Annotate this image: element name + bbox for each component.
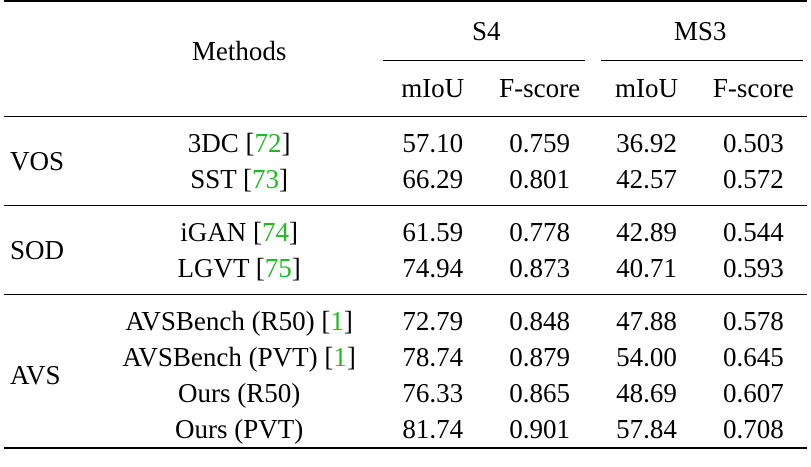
ms3-miou-header: mIoU bbox=[614, 72, 678, 103]
value-ms3-f: 0.544 bbox=[723, 216, 784, 247]
group-padding bbox=[4, 286, 807, 295]
method-cell: AVSBench (PVT) [1] bbox=[122, 341, 356, 372]
table-row: AVSBench (PVT) [1] 78.74 0.879 54.00 0.645 bbox=[4, 339, 807, 375]
method-cell: SST [73] bbox=[190, 163, 289, 194]
value-s4-f: 0.801 bbox=[509, 163, 570, 194]
value-s4-miou: 57.10 bbox=[402, 127, 464, 158]
group-separator bbox=[4, 205, 807, 215]
value-s4-f: 0.759 bbox=[509, 127, 570, 158]
value-s4-f: 0.873 bbox=[509, 252, 570, 283]
citation-link[interactable]: 72 bbox=[254, 127, 282, 158]
method-name: Ours (PVT) bbox=[175, 413, 304, 444]
value-ms3-miou: 40.71 bbox=[616, 252, 677, 283]
s4-fscore-header: F-score bbox=[499, 72, 581, 103]
table-row: VOS 3DC [72] 57.10 0.759 36.92 0.503 bbox=[4, 125, 807, 174]
value-s4-f: 0.901 bbox=[509, 413, 570, 444]
value-ms3-f: 0.645 bbox=[723, 341, 784, 372]
method-cell: iGAN [74] bbox=[180, 216, 299, 247]
method-name: iGAN bbox=[180, 216, 247, 247]
group-separator bbox=[4, 294, 807, 304]
value-ms3-miou: 48.69 bbox=[616, 377, 677, 408]
method-cell: Ours (R50) bbox=[99, 375, 380, 411]
group-label: VOS bbox=[10, 145, 65, 176]
method-cell: Ours (PVT) bbox=[99, 411, 380, 448]
value-ms3-miou: 36.92 bbox=[616, 127, 677, 158]
citation-link[interactable]: 1 bbox=[333, 341, 347, 372]
table-body: VOS 3DC [72] 57.10 0.759 36.92 0.503 SST [73] 6… bbox=[4, 116, 807, 448]
method-name: SST bbox=[190, 163, 237, 194]
value-s4-miou: 78.74 bbox=[402, 341, 464, 372]
citation-link[interactable]: 1 bbox=[330, 305, 344, 336]
value-ms3-miou: 42.89 bbox=[616, 216, 677, 247]
value-s4-miou: 76.33 bbox=[402, 377, 464, 408]
value-s4-f: 0.879 bbox=[509, 341, 570, 372]
citation-link[interactable]: 75 bbox=[264, 252, 292, 283]
results-table: Methods S4 MS3 mIoU F-score mIoU F-score… bbox=[4, 0, 807, 449]
table-row: Ours (PVT) 81.74 0.901 57.84 0.708 bbox=[4, 411, 807, 448]
value-ms3-miou: 54.00 bbox=[616, 341, 677, 372]
table-row: Ours (R50) 76.33 0.865 48.69 0.607 bbox=[4, 375, 807, 411]
method-name: 3DC bbox=[187, 127, 239, 158]
method-name: AVSBench (PVT) bbox=[122, 341, 318, 372]
citation-link[interactable]: 73 bbox=[252, 163, 280, 194]
s4-group-rule bbox=[383, 60, 586, 61]
value-ms3-f: 0.503 bbox=[723, 127, 784, 158]
header-group-blank bbox=[4, 1, 99, 60]
s4-group-header: S4 bbox=[379, 1, 593, 61]
citation-link[interactable]: 74 bbox=[262, 216, 290, 247]
value-ms3-miou: 57.84 bbox=[616, 413, 677, 444]
group-label: SOD bbox=[10, 234, 65, 265]
value-ms3-f: 0.607 bbox=[723, 377, 784, 408]
table-row: LGVT [75] 74.94 0.873 40.71 0.593 bbox=[4, 250, 807, 286]
ms3-group-header: MS3 bbox=[593, 1, 807, 61]
s4-miou-header: mIoU bbox=[401, 72, 465, 103]
s4-group-label: S4 bbox=[472, 15, 501, 46]
methods-header: Methods bbox=[191, 36, 287, 66]
value-ms3-miou: 47.88 bbox=[616, 305, 677, 336]
method-cell: 3DC [72] bbox=[187, 127, 291, 158]
value-ms3-miou: 42.57 bbox=[616, 163, 677, 194]
table-row: AVS AVSBench (R50) [1] 72.79 0.848 47.88 0.57… bbox=[4, 303, 807, 388]
value-s4-f: 0.848 bbox=[509, 305, 570, 336]
group-label: AVS bbox=[10, 359, 61, 390]
method-name: AVSBench (R50) bbox=[125, 305, 315, 336]
value-s4-f: 0.865 bbox=[509, 377, 570, 408]
table-row: SOD iGAN [74] 61.59 0.778 42.89 0.544 bbox=[4, 214, 807, 263]
method-cell: AVSBench (R50) [1] bbox=[125, 305, 353, 336]
method-name: LGVT bbox=[177, 252, 250, 283]
value-s4-miou: 72.79 bbox=[402, 305, 464, 336]
ms3-group-label: MS3 bbox=[673, 15, 727, 46]
value-s4-miou: 81.74 bbox=[402, 413, 464, 444]
value-s4-f: 0.778 bbox=[509, 216, 570, 247]
group-separator bbox=[4, 116, 807, 126]
ms3-group-rule bbox=[601, 60, 803, 61]
value-ms3-f: 0.593 bbox=[723, 252, 784, 283]
value-ms3-f: 0.572 bbox=[723, 163, 784, 194]
value-s4-miou: 61.59 bbox=[402, 216, 464, 247]
value-ms3-f: 0.578 bbox=[723, 305, 784, 336]
value-s4-miou: 66.29 bbox=[402, 163, 464, 194]
header-row-groups: Methods S4 MS3 bbox=[4, 1, 807, 64]
method-name: Ours (R50) bbox=[178, 377, 301, 408]
header-row-metrics: mIoU F-score mIoU F-score bbox=[4, 60, 807, 117]
value-ms3-f: 0.708 bbox=[723, 413, 784, 444]
value-s4-miou: 74.94 bbox=[402, 252, 464, 283]
group-padding bbox=[4, 197, 807, 206]
method-cell: LGVT [75] bbox=[177, 252, 301, 283]
ms3-fscore-header: F-score bbox=[712, 72, 794, 103]
table-row: SST [73] 66.29 0.801 42.57 0.572 bbox=[4, 161, 807, 197]
